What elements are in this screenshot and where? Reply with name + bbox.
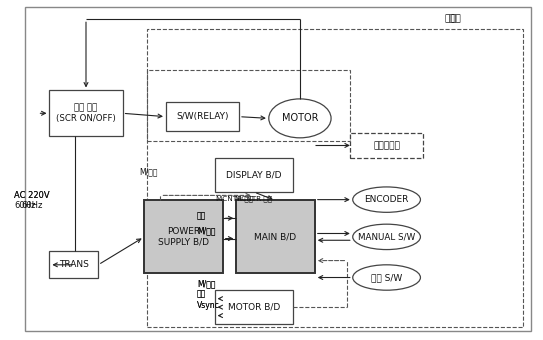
Bar (49, 90, 123, 136)
Text: M/전류: M/전류 (139, 167, 157, 176)
Text: Vsync: Vsync (197, 301, 219, 310)
Text: M/전류: M/전류 (197, 226, 215, 235)
Text: MANUAL S/W: MANUAL S/W (358, 232, 415, 241)
Bar (166, 102, 239, 131)
Text: Vsync: Vsync (197, 301, 219, 310)
Text: 비상 S/W: 비상 S/W (371, 273, 402, 282)
Bar (144, 201, 223, 273)
Text: 전원: 전원 (197, 289, 206, 298)
Text: 전원: 전원 (197, 211, 206, 220)
Bar (147, 30, 523, 327)
Ellipse shape (353, 187, 420, 212)
Text: AC 220V
60Hz: AC 220V 60Hz (14, 191, 50, 210)
Text: AC 220V
60Hz: AC 220V 60Hz (14, 191, 50, 210)
Text: DISPLAY B/D: DISPLAY B/D (226, 171, 282, 180)
Text: POWER
SUPPLY B/D: POWER SUPPLY B/D (158, 227, 209, 246)
Bar (49, 251, 98, 278)
Text: MOTOR: MOTOR (282, 113, 318, 123)
Text: M/전류: M/전류 (197, 279, 215, 288)
Text: M/전류: M/전류 (197, 226, 215, 235)
Text: 전파 정류
(SCR ON/OFF): 전파 정류 (SCR ON/OFF) (56, 104, 116, 123)
Text: MCNTR 신호: MCNTR 신호 (235, 195, 272, 202)
Ellipse shape (269, 99, 331, 138)
Text: MOTOR B/D: MOTOR B/D (228, 303, 280, 312)
Text: 전원: 전원 (197, 211, 206, 220)
Ellipse shape (353, 224, 420, 250)
Text: 전안: 전안 (450, 15, 461, 24)
Text: ENCODER: ENCODER (364, 195, 409, 204)
Bar (147, 70, 350, 141)
Text: S/W(RELAY): S/W(RELAY) (176, 112, 229, 121)
Bar (214, 158, 293, 192)
Text: TRANS: TRANS (59, 260, 89, 269)
Text: 집중제어반: 집중제어반 (373, 141, 400, 150)
Bar (236, 201, 315, 273)
Text: MCNTR 신호: MCNTR 신호 (216, 195, 253, 202)
Text: 전안: 전안 (445, 15, 456, 24)
Text: M/전류: M/전류 (197, 279, 215, 288)
Text: 전원: 전원 (197, 289, 206, 298)
Bar (350, 133, 423, 158)
Ellipse shape (353, 265, 420, 290)
Text: MAIN B/D: MAIN B/D (255, 232, 296, 241)
Bar (214, 290, 293, 324)
